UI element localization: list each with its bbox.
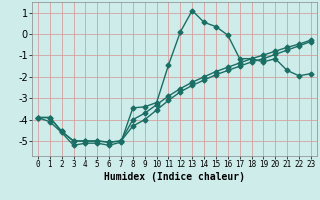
X-axis label: Humidex (Indice chaleur): Humidex (Indice chaleur)	[104, 172, 245, 182]
